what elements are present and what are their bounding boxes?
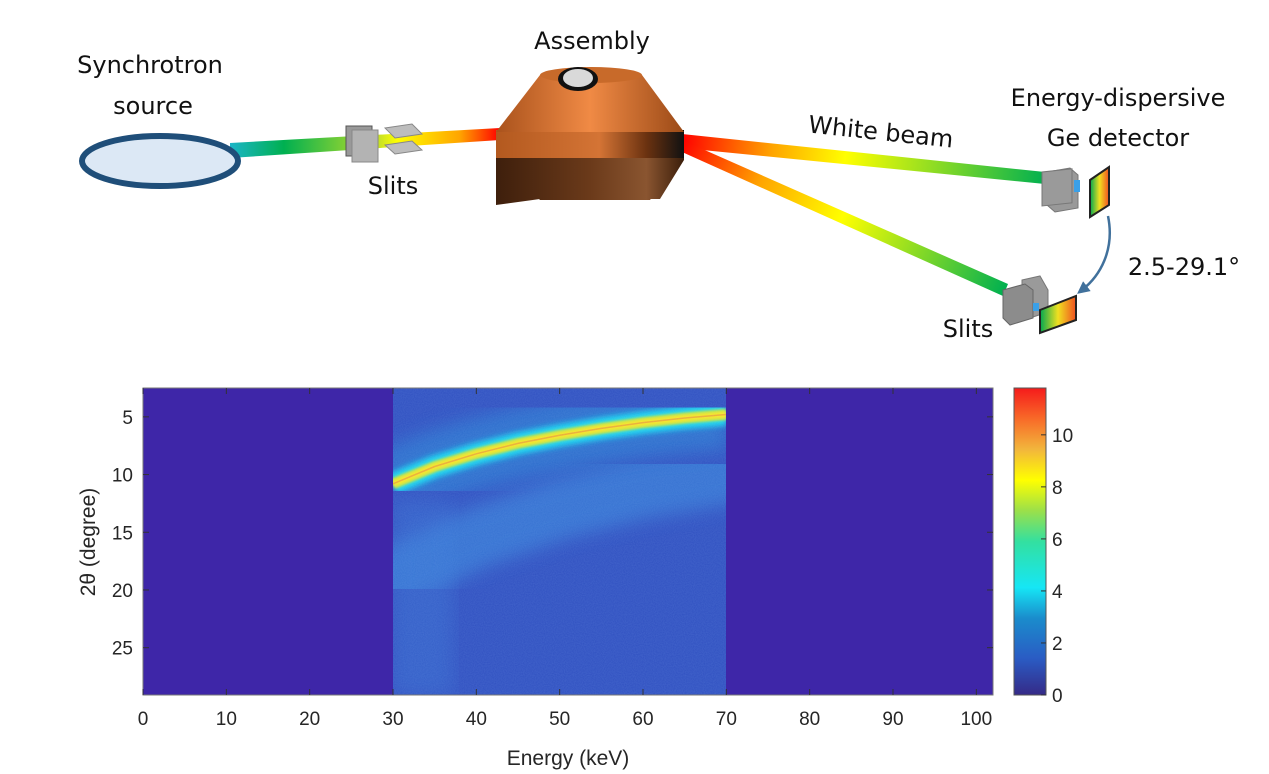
noise-overlay: [393, 388, 726, 695]
diffracted-beam: [682, 140, 1008, 296]
y-tick-label: 15: [112, 523, 133, 544]
sample-assembly-icon: [496, 67, 684, 205]
detector-label-line1: Energy-dispersive: [1011, 84, 1226, 112]
x-tick-label: 10: [216, 709, 237, 730]
x-tick-label: 100: [960, 709, 992, 730]
source-label-line2: source: [113, 92, 193, 120]
x-tick-label: 80: [799, 709, 820, 730]
y-axis-label: 2θ (degree): [77, 488, 100, 597]
source-label-line1: Synchrotron: [77, 51, 223, 79]
ge-detector-icon: [1041, 165, 1110, 219]
x-axis-label: Energy (keV): [507, 747, 630, 770]
y-tick-label: 5: [122, 408, 133, 429]
data-window: [393, 388, 726, 695]
x-tick-label: 70: [716, 709, 737, 730]
input-slits-label: Slits: [368, 172, 418, 200]
input-slits-icon: [345, 123, 424, 163]
y-tick-label: 10: [112, 466, 133, 487]
colorbar-tick-label: 0: [1052, 686, 1063, 707]
x-tick-label: 50: [549, 709, 570, 730]
x-tick-label: 90: [882, 709, 903, 730]
y-tick-label: 20: [112, 581, 133, 602]
y-tick-label: 25: [112, 639, 133, 660]
x-tick-label: 40: [466, 709, 487, 730]
colorbar-tick-label: 10: [1052, 426, 1073, 447]
x-tick-label: 20: [299, 709, 320, 730]
rotation-arrow-icon: [1077, 215, 1111, 294]
angle-range-label: 2.5-29.1°: [1128, 253, 1240, 281]
white-beam-label: White beam: [807, 111, 955, 154]
colorbar-tick-label: 6: [1052, 530, 1063, 551]
plot-frame: [142, 387, 994, 696]
output-slits-label: Slits: [943, 315, 993, 343]
colorbar-tick-label: 2: [1052, 634, 1063, 655]
x-tick-label: 30: [382, 709, 403, 730]
x-tick-label: 60: [632, 709, 653, 730]
beamline-schematic: Synchrotron source Slits Assembly White …: [77, 27, 1240, 343]
colorbar-tick-label: 4: [1052, 582, 1063, 603]
colorbar-tick-label: 8: [1052, 478, 1063, 499]
transmitted-beam: [682, 134, 1045, 184]
detector-rotated-icon: [1002, 275, 1077, 335]
x-tick-label: 0: [138, 709, 149, 730]
detector-label-line2: Ge detector: [1047, 124, 1189, 152]
assembly-label: Assembly: [534, 27, 650, 55]
colorbar: [1013, 387, 1047, 696]
synchrotron-ring-icon: [79, 133, 241, 189]
